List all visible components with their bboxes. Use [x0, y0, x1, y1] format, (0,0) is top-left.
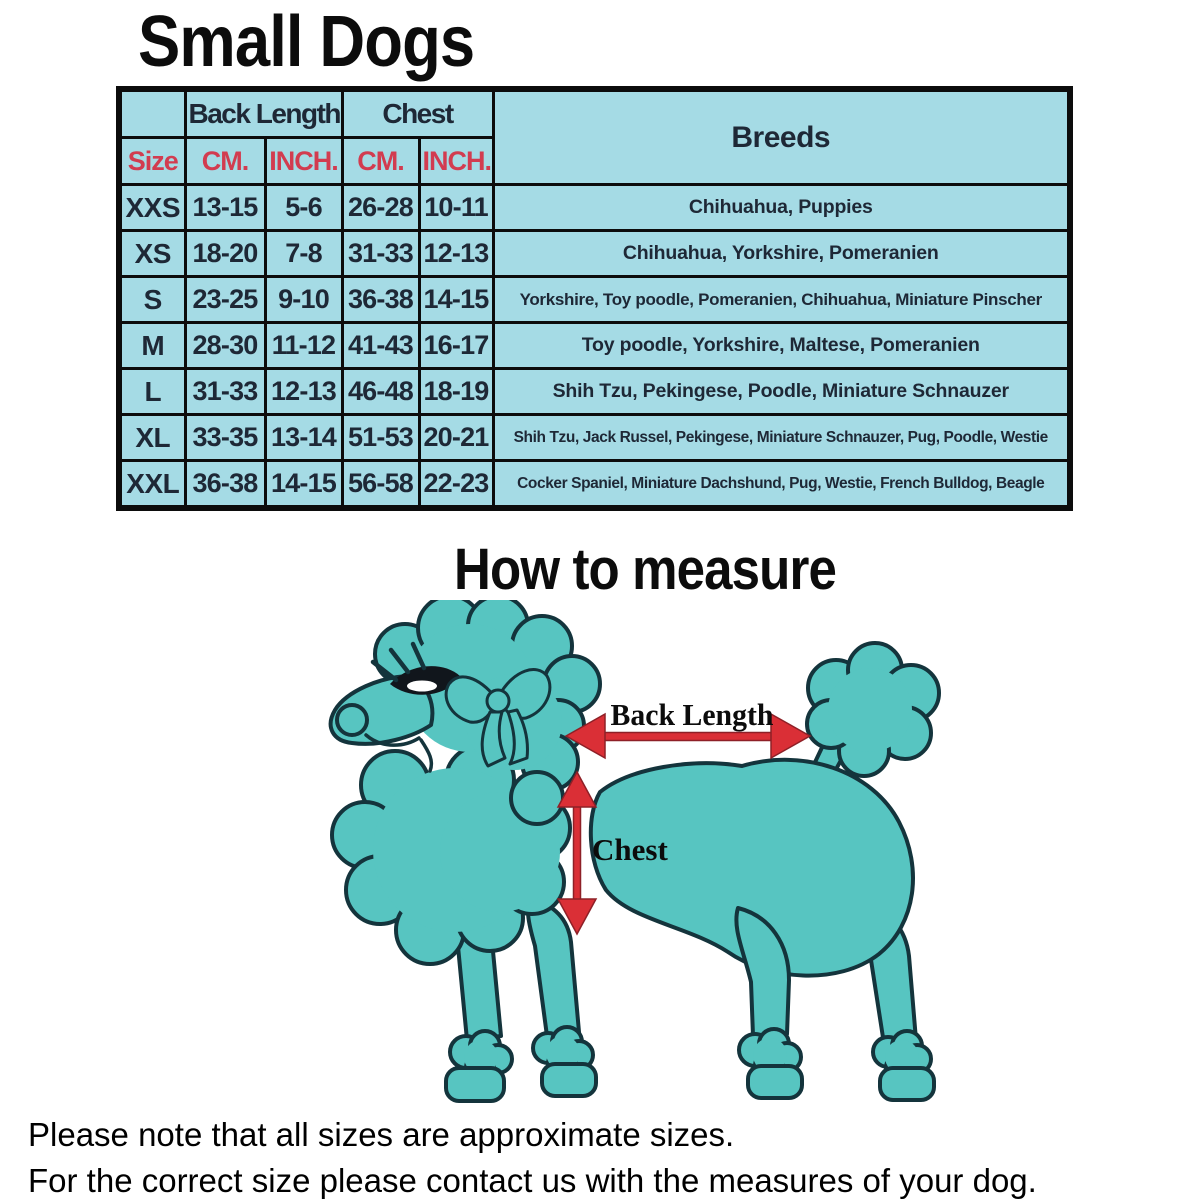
- back-inch-cell: 14-15: [263, 459, 344, 510]
- back-length-label: Back Length: [610, 697, 774, 732]
- chest-cm-cell: 26-28: [340, 183, 421, 232]
- chest-cm-header: CM.: [340, 136, 421, 186]
- back-inch-cell: 7-8: [263, 229, 344, 278]
- poodle-tail: [796, 641, 941, 806]
- chest-cm-cell: 46-48: [340, 367, 421, 416]
- back-cm-header: CM.: [183, 136, 267, 186]
- poodle-nose: [335, 703, 369, 737]
- table-row-xl: XL 33-35 13-14 51-53 20-21 Shih Tzu, Jac…: [117, 413, 1072, 462]
- back-cm-cell: 36-38: [183, 459, 267, 510]
- table-sub-header-row: Size CM. INCH. CM. INCH.: [117, 136, 1070, 186]
- size-cell: XL: [117, 413, 187, 462]
- table-row-xs: XS 18-20 7-8 31-33 12-13 Chihuahua, York…: [117, 229, 1072, 278]
- table-row-m: M 28-30 11-12 41-43 16-17 Toy poodle, Yo…: [117, 321, 1072, 370]
- poodle-muzzle: [328, 674, 435, 773]
- breeds-cell: Toy poodle, Yorkshire, Maltese, Pomerani…: [491, 321, 1072, 370]
- chest-cm-cell: 31-33: [340, 229, 421, 278]
- chest-inch-cell: 12-13: [417, 229, 495, 278]
- poodle-hind-near-leg: [734, 906, 804, 1100]
- table-row-l: L 31-33 12-13 46-48 18-19 Shih Tzu, Peki…: [117, 367, 1072, 416]
- chest-cm-cell: 51-53: [340, 413, 421, 462]
- poodle-front-far-leg: [526, 896, 598, 1098]
- bow-knot: [485, 688, 511, 714]
- size-header: Size: [117, 136, 187, 186]
- back-cm-cell: 28-30: [183, 321, 267, 370]
- measurement-diagram: [300, 594, 1010, 1110]
- back-inch-cell: 13-14: [263, 413, 344, 462]
- size-cell: XXS: [117, 183, 187, 232]
- breeds-cell: Shih Tzu, Pekingese, Poodle, Miniature S…: [491, 367, 1072, 416]
- tail-pom: [805, 641, 941, 778]
- note-line-2: For the correct size please contact us w…: [28, 1161, 1037, 1199]
- size-cell: XXL: [117, 459, 187, 510]
- chest-inch-cell: 22-23: [417, 459, 495, 510]
- chest-inch-cell: 18-19: [417, 367, 495, 416]
- size-cell: L: [117, 367, 187, 416]
- size-table-container: Back Length Chest Breeds Size CM. INCH. …: [116, 86, 1073, 511]
- back-cm-cell: 13-15: [183, 183, 267, 232]
- chest-cm-cell: 41-43: [340, 321, 421, 370]
- table-row-xxs: XXS 13-15 5-6 26-28 10-11 Chihuahua, Pup…: [117, 183, 1072, 232]
- back-inch-header: INCH.: [263, 136, 344, 186]
- chest-inch-cell: 16-17: [417, 321, 495, 370]
- poodle-body: [588, 757, 915, 978]
- note-line-1: Please note that all sizes are approxima…: [28, 1116, 735, 1153]
- back-length-group-header: Back Length: [183, 87, 344, 139]
- chest-inch-header: INCH.: [417, 136, 495, 186]
- how-to-measure-title: How to measure: [454, 537, 837, 602]
- breeds-cell: Yorkshire, Toy poodle, Pomeranien, Chihu…: [491, 275, 1072, 324]
- chest-group-header: Chest: [340, 87, 495, 139]
- page-title: Small Dogs: [138, 0, 520, 84]
- page-title-text: Small Dogs: [138, 2, 475, 82]
- breeds-header: Breeds: [491, 87, 1072, 186]
- back-inch-cell: 12-13: [263, 367, 344, 416]
- size-cell: M: [117, 321, 187, 370]
- poodle-bow: [444, 668, 552, 768]
- poodle-eyelashes: [370, 641, 427, 683]
- table-row-xxl: XXL 36-38 14-15 56-58 22-23 Cocker Spani…: [117, 459, 1072, 510]
- chest-arrow: [556, 770, 598, 936]
- table-group-header-row: Back Length Chest Breeds: [117, 87, 1072, 186]
- chest-label: Chest: [592, 832, 668, 867]
- breeds-cell: Chihuahua, Yorkshire, Pomeranien: [491, 229, 1072, 278]
- size-cell: S: [117, 275, 187, 324]
- back-length-arrow: [564, 712, 812, 760]
- size-col-spacer: [117, 87, 187, 139]
- chest-inch-cell: 10-11: [417, 183, 495, 232]
- table-row-s: S 23-25 9-10 36-38 14-15 Yorkshire, Toy …: [117, 275, 1072, 324]
- footer-notes: Please note that all sizes are approxima…: [28, 1112, 1037, 1200]
- breeds-cell: Chihuahua, Puppies: [491, 183, 1072, 232]
- back-inch-cell: 11-12: [263, 321, 344, 370]
- size-table: Back Length Chest Breeds Size CM. INCH. …: [116, 86, 1073, 511]
- breeds-cell: Shih Tzu, Jack Russel, Pekingese, Miniat…: [491, 413, 1072, 462]
- back-cm-cell: 23-25: [183, 275, 267, 324]
- size-cell: XS: [117, 229, 187, 278]
- back-cm-cell: 18-20: [183, 229, 267, 278]
- back-inch-cell: 9-10: [263, 275, 344, 324]
- chest-cm-cell: 56-58: [340, 459, 421, 510]
- poodle-illustration: [328, 594, 941, 1103]
- chest-inch-cell: 14-15: [417, 275, 495, 324]
- chest-inch-cell: 20-21: [417, 413, 495, 462]
- back-inch-cell: 5-6: [263, 183, 344, 232]
- back-cm-cell: 33-35: [183, 413, 267, 462]
- back-cm-cell: 31-33: [183, 367, 267, 416]
- chest-cm-cell: 36-38: [340, 275, 421, 324]
- breeds-cell: Cocker Spaniel, Miniature Dachshund, Pug…: [491, 459, 1072, 510]
